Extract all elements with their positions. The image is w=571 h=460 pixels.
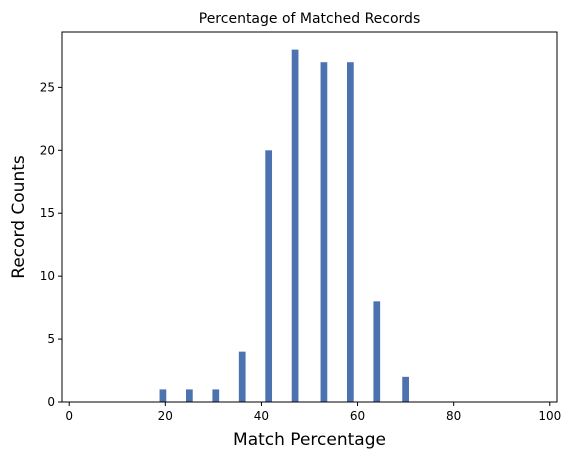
histogram-bar — [238, 351, 246, 402]
y-tick-label: 10 — [40, 269, 55, 283]
plot-frame — [61, 31, 558, 403]
y-tick-label: 25 — [40, 80, 55, 94]
histogram-bar — [212, 389, 220, 402]
chart-title: Percentage of Matched Records — [199, 11, 420, 27]
x-tick-label: 20 — [158, 409, 173, 423]
y-axis-ticks: 0 5 10 15 20 25 — [40, 80, 62, 409]
histogram-bar — [402, 376, 409, 402]
x-tick-label: 0 — [65, 409, 73, 423]
y-tick-label: 5 — [47, 332, 55, 346]
histogram-bar — [373, 301, 381, 402]
x-tick-label: 80 — [446, 409, 461, 423]
histogram-bar — [291, 49, 299, 403]
x-tick-label: 100 — [538, 409, 561, 423]
x-axis-label: Match Percentage — [233, 430, 386, 450]
histogram-bar — [265, 150, 273, 402]
histogram-bar — [185, 389, 193, 402]
x-tick-label: 60 — [350, 409, 365, 423]
histogram-bar — [159, 389, 167, 402]
y-axis-label: Record Counts — [9, 155, 29, 279]
histogram-bar — [320, 62, 328, 402]
y-tick-label: 15 — [40, 206, 55, 220]
bars-layer — [159, 49, 409, 403]
histogram-bar — [346, 62, 354, 402]
x-tick-label: 40 — [254, 409, 269, 423]
x-axis-ticks: 0 20 40 60 80 100 — [65, 402, 561, 423]
y-tick-label: 20 — [40, 143, 55, 157]
y-tick-label: 0 — [47, 395, 55, 409]
